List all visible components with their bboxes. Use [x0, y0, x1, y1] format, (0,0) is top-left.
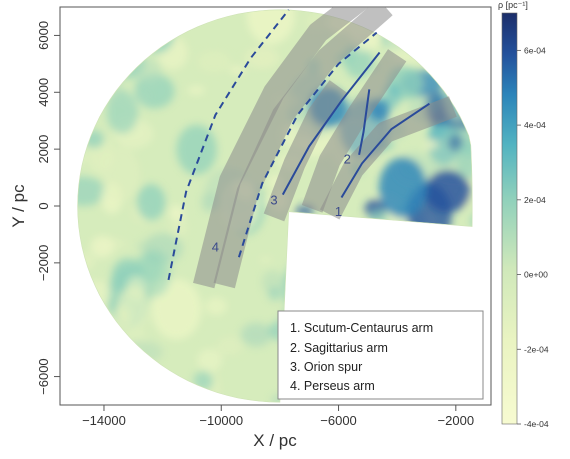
arm-number-label-3: 3	[270, 193, 277, 208]
arm-line-extra-4	[167, 9, 290, 281]
arm-band-1	[319, 96, 457, 220]
arm-number-label-4: 4	[212, 240, 219, 255]
colorbar-tick-label: 6e-04	[524, 45, 546, 55]
colorbar-scale	[501, 12, 518, 425]
arm-band-2	[301, 49, 407, 213]
arm-number-label-1: 1	[335, 204, 342, 219]
x-tick-label: −6000	[320, 413, 357, 428]
colorbar-tick-label: 0e+00	[524, 270, 548, 280]
y-axis-label: Y / pc	[9, 184, 28, 228]
legend-frame	[277, 310, 484, 400]
arm-number-label-2: 2	[344, 151, 351, 166]
legend-entry-1: 1. Scutum-Centaurus arm	[290, 321, 433, 335]
colorbar-tick-label: -4e-04	[524, 419, 549, 429]
y-tick-label: 0	[36, 202, 51, 209]
x-axis-label: X / pc	[253, 431, 297, 450]
arm-band-4	[213, 7, 393, 289]
legend: 1. Scutum-Centaurus arm 2. Sagittarius a…	[277, 310, 484, 400]
y-tick-label: −2000	[36, 245, 51, 282]
y-tick-label: 2000	[36, 135, 51, 164]
y-axis: −6000 −2000 0 2000 4000 6000	[36, 21, 60, 395]
colorbar-tick-label: -2e-04	[524, 344, 549, 354]
colorbar-label: ρ [pc⁻¹]	[498, 0, 528, 10]
legend-entry-4: 4. Perseus arm	[290, 379, 375, 393]
arm-band-extra-5	[193, 7, 369, 289]
y-tick-label: 4000	[36, 78, 51, 107]
y-tick-label: 6000	[36, 21, 51, 50]
x-tick-label: −14000	[82, 413, 126, 428]
arm-line-1	[340, 102, 430, 199]
legend-entry-3: 3. Orion spur	[290, 360, 362, 374]
colorbar-tick-label: 2e-04	[524, 195, 546, 205]
y-tick-label: −6000	[36, 358, 51, 395]
colorbar: ρ [pc⁻¹] -4e-04 -2e-04 0e+00 2e-04 4e-04 6e-0…	[498, 0, 549, 429]
colorbar-tick-label: 4e-04	[524, 120, 546, 130]
arm-line-2	[281, 51, 381, 196]
x-tick-label: −2000	[438, 413, 475, 428]
arm-spur-2	[358, 89, 371, 155]
x-axis: −14000 −10000 −6000 −2000	[82, 405, 474, 428]
legend-entry-2: 2. Sagittarius arm	[290, 341, 388, 355]
x-tick-label: −10000	[199, 413, 243, 428]
arm-line-4	[237, 31, 378, 258]
